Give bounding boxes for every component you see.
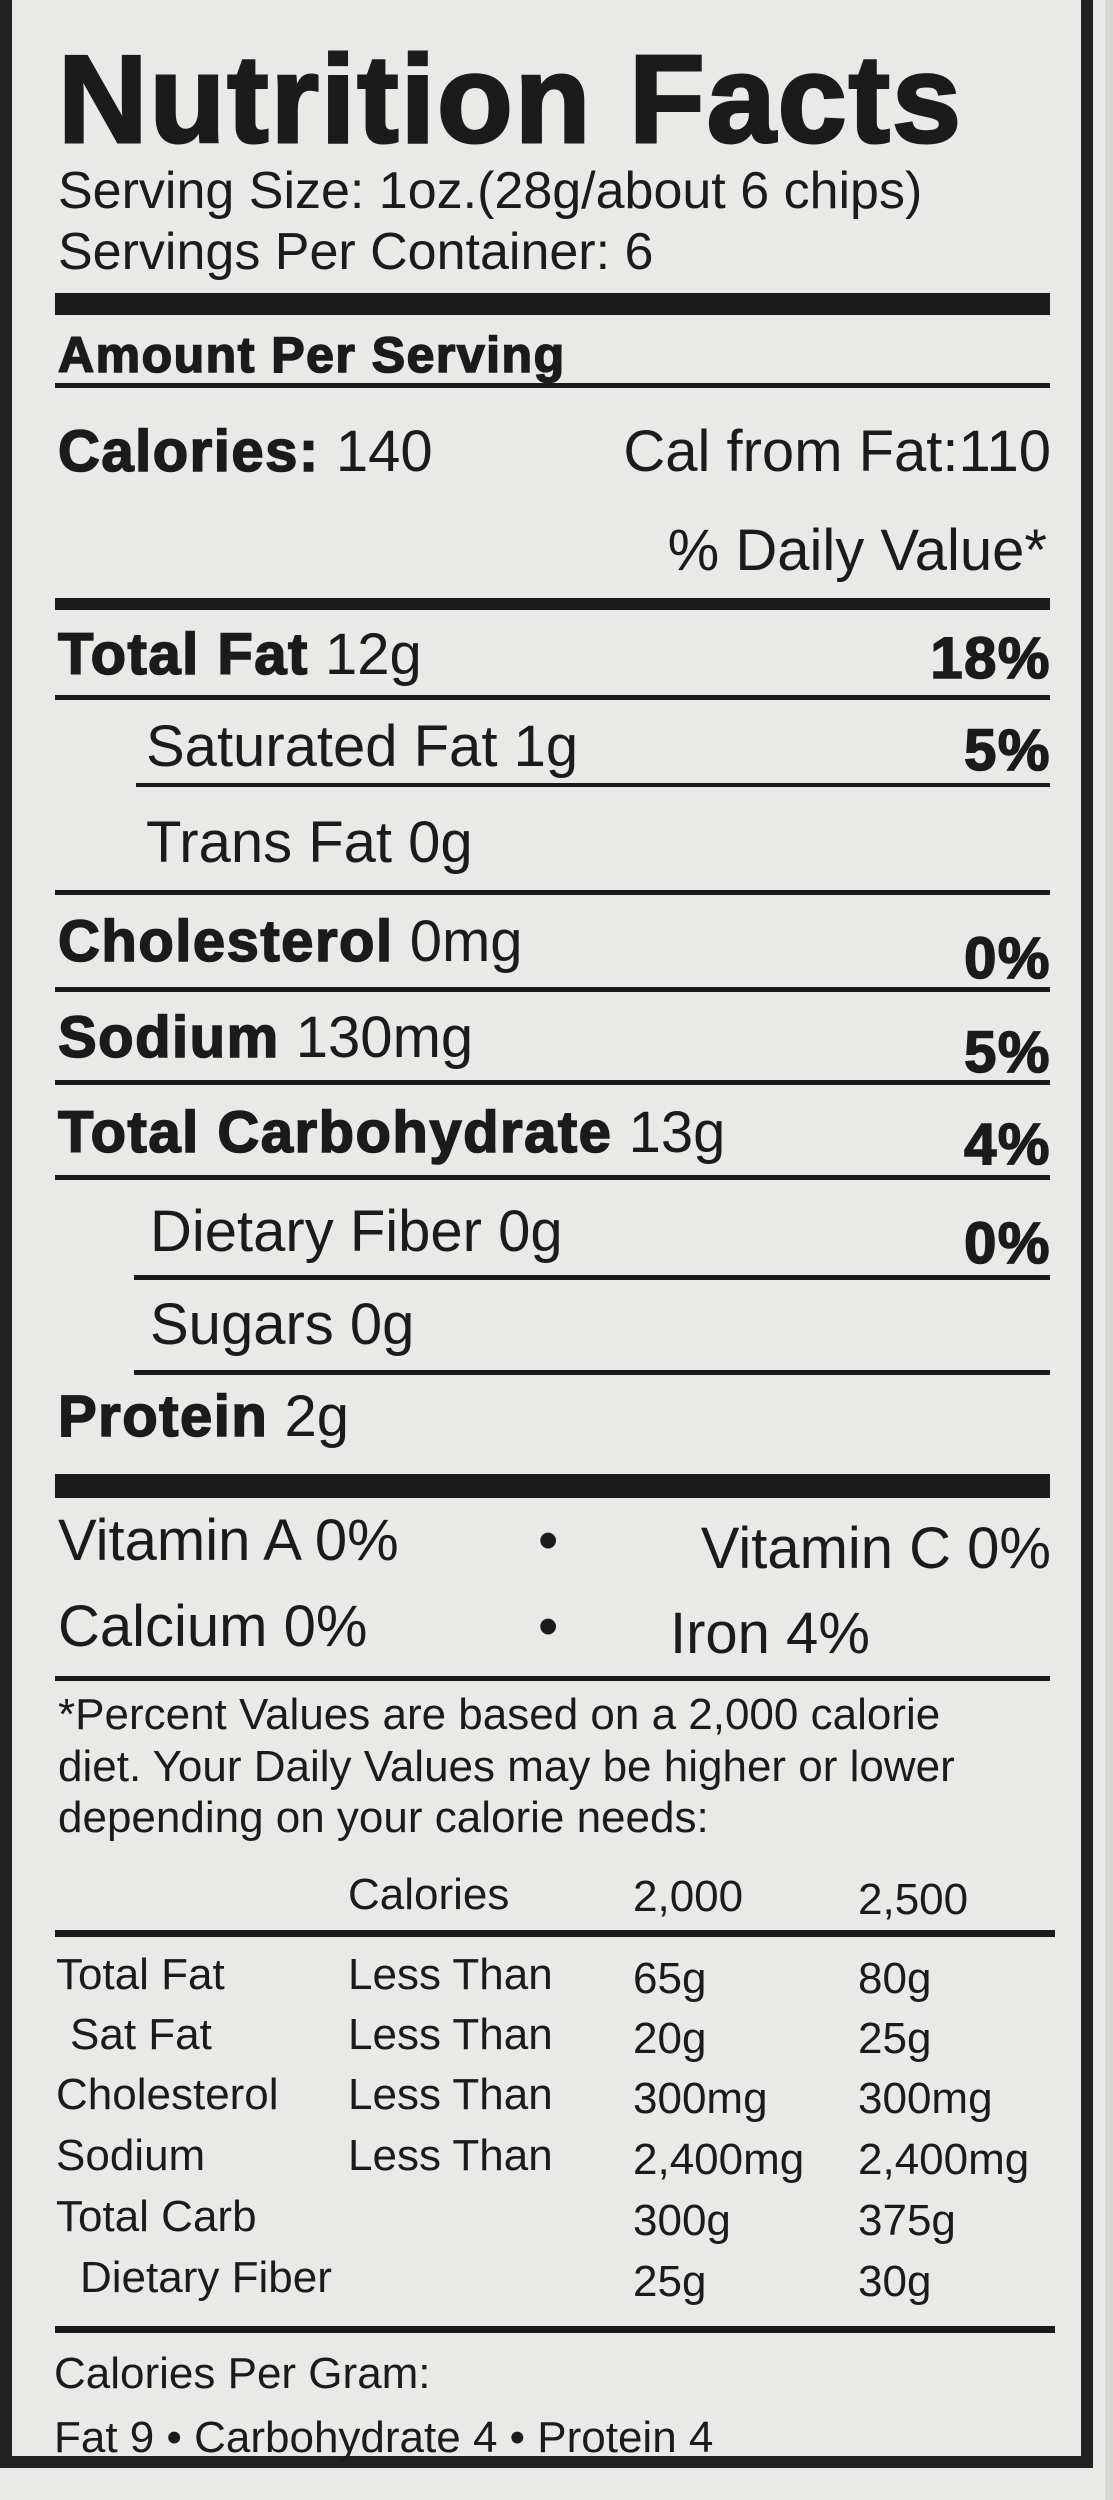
dv-table-cell: Total Fat [56, 1950, 225, 1999]
dv-cholesterol: 0% [963, 926, 1051, 991]
dv-table-cell: 25g [633, 2257, 707, 2306]
nutrient-amount: 0g [498, 1199, 563, 1264]
calories-per-gram-values: Fat 9 • Carbohydrate 4 • Protein 4 [54, 2413, 714, 2462]
nutrient-trans-fat: Trans Fat 0g [146, 814, 473, 872]
bullet: • [538, 1594, 559, 1659]
divider [134, 1275, 1050, 1280]
background-edge [1105, 0, 1113, 2500]
divider [55, 987, 1050, 992]
divider [55, 1930, 1055, 1937]
divider [55, 1080, 1050, 1085]
dv-table-cell: 20g [633, 2014, 707, 2063]
dv-table-cell: 300mg [858, 2074, 993, 2123]
nutrient-total-carbohydrate: Total Carbohydrate 13g [57, 1103, 725, 1163]
footnote-line: depending on your calorie needs: [58, 1793, 709, 1842]
dv-sodium: 5% [963, 1020, 1051, 1085]
divider [55, 1676, 1050, 1681]
dv-saturated-fat: 5% [963, 718, 1051, 783]
nutrient-label: Dietary Fiber [150, 1199, 482, 1264]
nutrient-saturated-fat: Saturated Fat 1g [146, 718, 578, 776]
divider [136, 783, 1050, 787]
label-title: Nutrition Facts [57, 31, 963, 169]
dv-total-carbohydrate: 4% [963, 1112, 1051, 1177]
nutrient-cholesterol: Cholesterol 0mg [57, 912, 522, 972]
nutrient-dietary-fiber: Dietary Fiber 0g [150, 1203, 563, 1261]
nutrient-amount: 130mg [295, 1005, 474, 1070]
calcium: Calcium 0% [58, 1594, 368, 1659]
dv-table-cell: Dietary Fiber [80, 2253, 332, 2302]
nutrient-label: Saturated Fat [146, 714, 498, 779]
dv-table-cell: Total Carb [56, 2192, 257, 2241]
dv-table-cell: Less Than [348, 2010, 553, 2059]
dv-table-cell: 65g [633, 1954, 707, 2003]
nutrient-amount: 0g [408, 810, 473, 875]
calories-per-gram-label: Calories Per Gram: [54, 2349, 431, 2398]
dv-table-cell: Sat Fat [70, 2010, 212, 2059]
serving-size: Serving Size: 1oz.(28g/about 6 chips) [58, 162, 923, 220]
nutrient-sodium: Sodium 130mg [57, 1008, 473, 1068]
calories-from-fat: Cal from Fat:110 [623, 419, 1051, 484]
calories-label: Calories: [57, 419, 320, 484]
footnote-line: diet. Your Daily Values may be higher or… [58, 1742, 955, 1791]
dv-table-header-2500: 2,500 [858, 1875, 969, 1924]
nutrient-amount: 12g [324, 622, 422, 687]
label-border [0, 0, 1093, 2468]
nutrient-label: Total Fat [57, 622, 309, 687]
nutrient-label: Cholesterol [57, 909, 394, 974]
nutrient-label: Total Carbohydrate [57, 1100, 613, 1165]
dv-table-header-calories: Calories [348, 1870, 510, 1919]
vitamin-a: Vitamin A 0% [58, 1508, 399, 1573]
dv-total-fat: 18% [930, 626, 1051, 691]
divider [55, 695, 1050, 700]
dv-table-cell: 375g [858, 2196, 956, 2245]
thick-divider [55, 1474, 1050, 1498]
divider [55, 2326, 1055, 2333]
nutrient-total-fat: Total Fat 12g [57, 625, 422, 685]
dv-table-cell: 2,400mg [633, 2135, 805, 2184]
servings-per-container: Servings Per Container: 6 [58, 223, 654, 281]
nutrient-amount: 0g [349, 1292, 415, 1357]
dv-dietary-fiber: 0% [963, 1211, 1051, 1276]
daily-value-header: % Daily Value* [667, 518, 1047, 583]
nutrient-protein: Protein 2g [57, 1387, 349, 1447]
nutrient-label: Sodium [57, 1005, 280, 1070]
dv-table-cell: 80g [858, 1954, 932, 2003]
dv-table-cell: 25g [858, 2014, 932, 2063]
iron: Iron 4% [670, 1601, 870, 1666]
bullet: • [538, 1508, 559, 1573]
divider [55, 890, 1050, 895]
thick-divider [55, 293, 1050, 315]
footnote-line: *Percent Values are based on a 2,000 cal… [58, 1690, 941, 1739]
divider [55, 383, 1050, 388]
dv-table-cell: Less Than [348, 1950, 553, 1999]
dv-table-cell: Cholesterol [56, 2070, 279, 2119]
divider [134, 1370, 1050, 1375]
dv-table-cell: 300mg [633, 2074, 768, 2123]
dv-table-cell: 2,400mg [858, 2135, 1030, 2184]
medium-divider [55, 598, 1050, 610]
nutrient-amount: 1g [513, 714, 579, 779]
nutrient-amount: 2g [284, 1384, 349, 1449]
nutrient-amount: 13g [628, 1100, 726, 1165]
amount-per-serving: Amount Per Serving [57, 327, 566, 383]
calories-value: 140 [335, 419, 433, 484]
nutrient-label: Protein [57, 1384, 269, 1449]
dv-table-cell: 300g [633, 2196, 731, 2245]
nutrient-sugars: Sugars 0g [150, 1296, 414, 1354]
nutrient-label: Sugars [150, 1292, 334, 1357]
nutrient-label: Trans Fat [146, 810, 393, 875]
divider [55, 1175, 1050, 1180]
vitamin-c: Vitamin C 0% [700, 1516, 1051, 1581]
dv-table-cell: Less Than [348, 2070, 553, 2119]
calories-row: Calories: 140 [57, 422, 432, 482]
dv-table-cell: Less Than [348, 2131, 553, 2180]
dv-table-header-2000: 2,000 [633, 1872, 744, 1921]
dv-table-cell: Sodium [56, 2131, 206, 2180]
dv-table-cell: 30g [858, 2257, 932, 2306]
nutrient-amount: 0mg [409, 909, 523, 974]
